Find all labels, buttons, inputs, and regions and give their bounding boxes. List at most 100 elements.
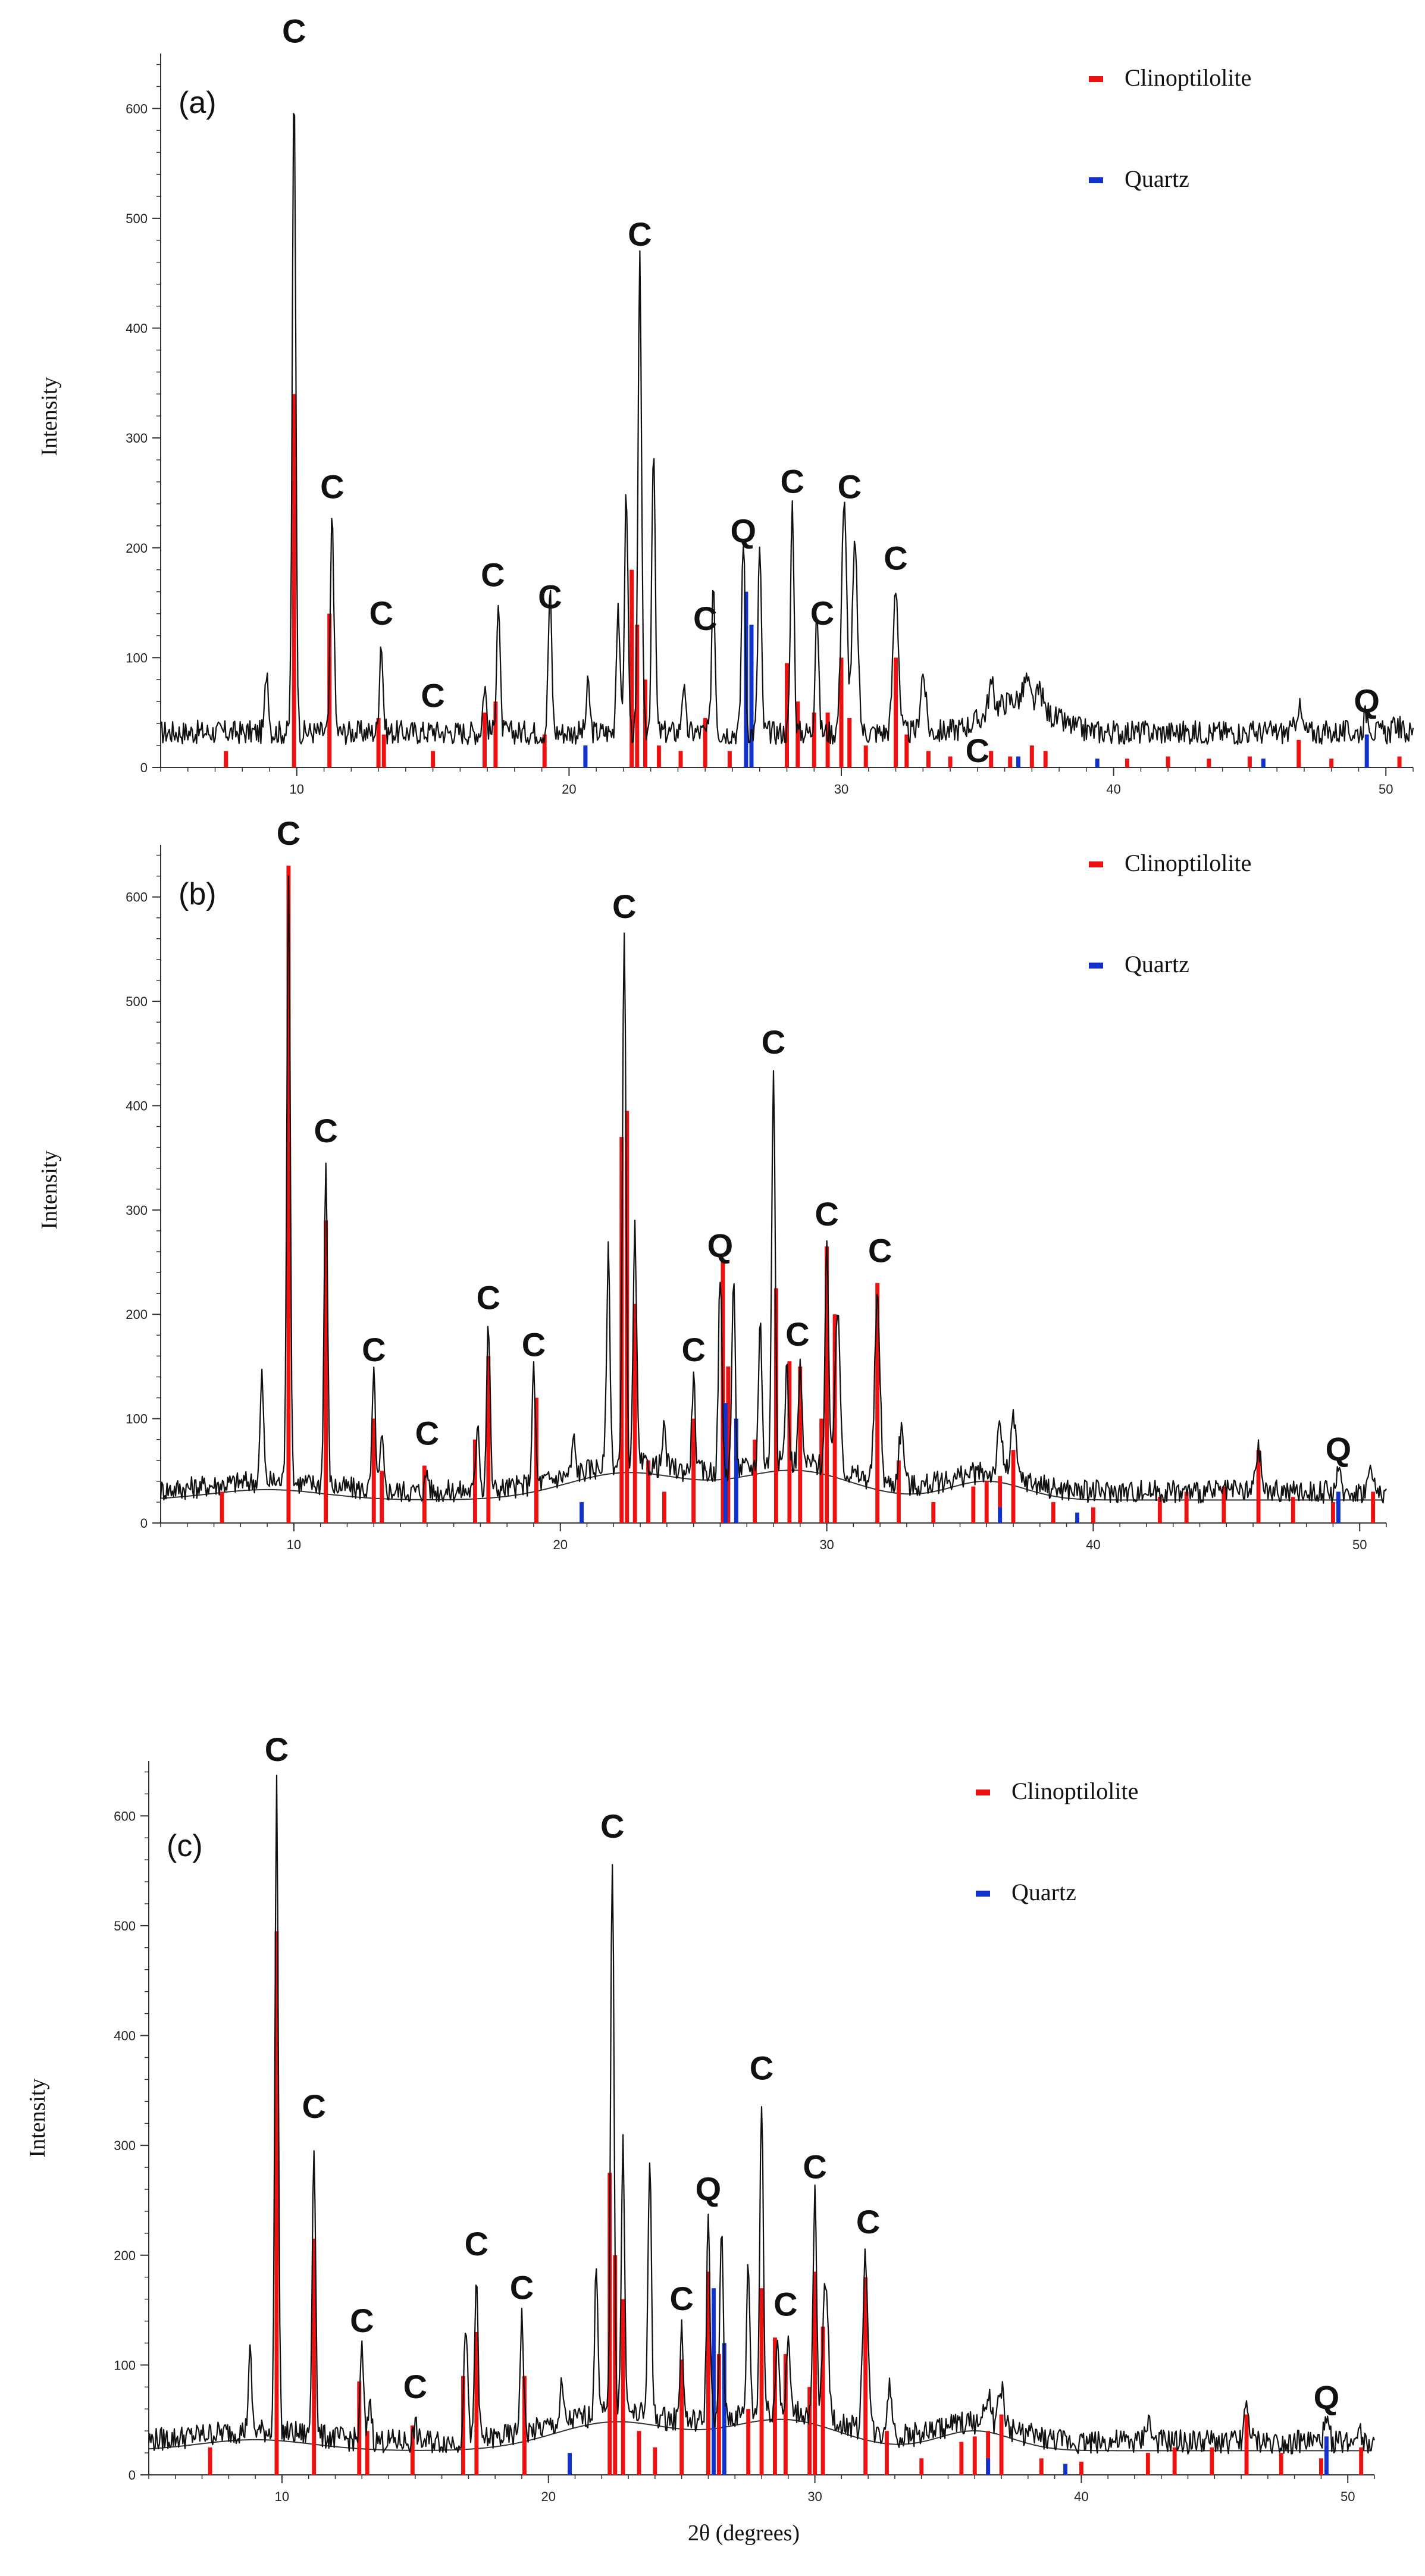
y-tick-label: 600	[126, 101, 148, 116]
legend-swatch-quartz	[1089, 177, 1103, 183]
peak-label: Q	[1326, 1430, 1352, 1468]
y-tick-label: 300	[114, 2138, 136, 2153]
clinoptilolite-stick	[493, 701, 498, 767]
clinoptilolite-stick	[486, 1356, 491, 1523]
legend-label-clinoptilolite: Clinoptilolite	[1125, 64, 1251, 91]
clinoptilolite-stick	[1079, 2461, 1083, 2475]
peak-label: Q	[1354, 682, 1380, 720]
peak-label: C	[320, 468, 344, 506]
clinoptilolite-stick	[483, 712, 487, 767]
y-tick-label: 100	[126, 1412, 148, 1427]
clinoptilolite-stick	[998, 1476, 1003, 1523]
clinoptilolite-stick	[1029, 745, 1034, 767]
clinoptilolite-stick	[894, 657, 898, 767]
clinoptilolite-stick	[926, 751, 931, 767]
peak-label: C	[803, 2148, 826, 2186]
clinoptilolite-stick	[1397, 756, 1402, 767]
clinoptilolite-stick	[473, 1439, 477, 1523]
peak-label: C	[362, 1331, 386, 1368]
clinoptilolite-stick	[371, 1418, 376, 1523]
peak-label: C	[265, 1731, 289, 1768]
peak-label: C	[838, 468, 862, 506]
legend: Clinoptilolite Quartz	[976, 1778, 1138, 1906]
peak-label: Q	[707, 1227, 734, 1264]
clinoptilolite-stick	[274, 1931, 279, 2475]
peak-label: C	[481, 556, 505, 593]
peak-label: Q	[731, 512, 757, 550]
y-tick-label: 100	[126, 650, 148, 665]
clinoptilolite-stick	[461, 2376, 465, 2475]
clinoptilolite-stick	[812, 712, 816, 767]
clinoptilolite-stick	[208, 2447, 212, 2475]
legend-swatch-clinoptilolite	[1089, 861, 1103, 867]
clinoptilolite-stick	[220, 1491, 224, 1523]
clinoptilolite-stick	[919, 2458, 924, 2475]
clinoptilolite-stick	[1125, 759, 1129, 767]
quartz-stick	[722, 2343, 726, 2475]
peak-label: C	[780, 463, 804, 500]
peak-label: C	[282, 12, 306, 50]
quartz-stick	[568, 2453, 572, 2475]
clinoptilolite-stick	[746, 2409, 751, 2475]
peak-label: C	[465, 2225, 488, 2262]
y-axis-title: Intensity	[37, 1151, 62, 1230]
clinoptilolite-stick	[662, 1491, 666, 1523]
clinoptilolite-stick	[972, 2436, 977, 2475]
clinoptilolite-stick	[357, 2381, 362, 2475]
clinoptilolite-stick	[1331, 1502, 1335, 1523]
legend: Clinoptilolite Quartz	[1089, 850, 1251, 977]
panel-a: 0 100 200 300 400 500 600 10 20 30 40 50 Intensity (a…	[37, 12, 1414, 797]
clinoptilolite-stick	[637, 2431, 641, 2475]
quartz-stick	[1324, 2436, 1329, 2475]
clinoptilolite-stick	[727, 751, 732, 767]
panel-label: (a)	[178, 86, 217, 120]
clinoptilolite-stick	[653, 2447, 657, 2475]
clinoptilolite-stick	[753, 1439, 757, 1523]
peak-label: C	[810, 594, 834, 632]
clinoptilolite-stick	[1329, 759, 1334, 767]
clinoptilolite-stick	[1039, 2458, 1044, 2475]
clinoptilolite-stick	[376, 717, 381, 767]
y-tick-label: 600	[114, 1809, 136, 1823]
diffraction-trace	[148, 1775, 1376, 2455]
quartz-stick	[998, 1507, 1003, 1523]
y-tick-label: 400	[126, 321, 148, 336]
clinoptilolite-stick	[381, 734, 386, 767]
x-tick-label: 50	[1341, 2489, 1355, 2504]
quartz-stick	[583, 745, 588, 767]
peak-label: C	[612, 888, 636, 925]
quartz-stick	[580, 1502, 584, 1523]
peak-label: C	[856, 2203, 880, 2240]
y-tick-label: 200	[126, 541, 148, 556]
peak-label: C	[966, 732, 989, 769]
peak-label: C	[773, 2285, 797, 2323]
clinoptilolite-stick	[948, 756, 953, 767]
legend-swatch-clinoptilolite	[976, 1790, 990, 1795]
clinoptilolite-stick	[1008, 756, 1013, 767]
clinoptilolite-stick	[542, 734, 547, 767]
clinoptilolite-stick	[999, 2414, 1004, 2475]
clinoptilolite-stick	[324, 1220, 328, 1523]
clinoptilolite-stick	[759, 2288, 764, 2475]
peak-label: C	[403, 2368, 427, 2405]
legend-label-quartz: Quartz	[1125, 165, 1189, 192]
x-axis-title: 2θ (degrees)	[688, 2521, 800, 2546]
clinoptilolite-stick	[959, 2442, 964, 2475]
clinoptilolite-stick	[1043, 751, 1048, 767]
quartz-stick	[1063, 2464, 1067, 2475]
clinoptilolite-stick	[820, 2326, 825, 2475]
clinoptilolite-stick	[813, 2271, 817, 2475]
peak-label: C	[369, 594, 393, 632]
clinoptilolite-stick	[312, 2239, 317, 2475]
x-tick-label: 20	[541, 2489, 555, 2504]
legend-swatch-clinoptilolite	[1089, 76, 1103, 82]
clinoptilolite-stick	[1371, 1491, 1376, 1523]
x-tick-label: 30	[834, 782, 848, 797]
legend-label-clinoptilolite: Clinoptilolite	[1011, 1778, 1138, 1804]
legend-swatch-quartz	[1089, 963, 1103, 969]
x-tick-label: 40	[1074, 2489, 1088, 2504]
clinoptilolite-stick	[224, 751, 228, 767]
clinoptilolite-stick	[904, 734, 909, 767]
peak-label: C	[277, 814, 300, 852]
